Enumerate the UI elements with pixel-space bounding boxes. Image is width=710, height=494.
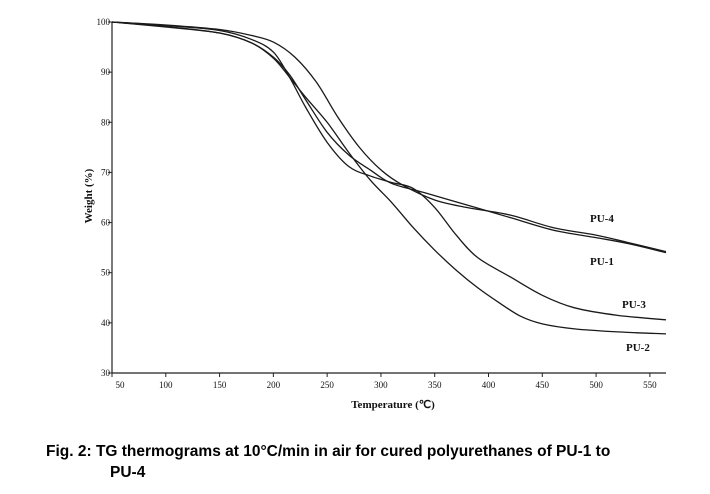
x-tick-label: 350 bbox=[428, 380, 442, 390]
series-labels: PU-1 PU-2 PU-3 PU-4 bbox=[590, 213, 650, 354]
x-tick-label: 450 bbox=[536, 380, 550, 390]
y-tick-label: 80 bbox=[101, 117, 111, 127]
series-line-pu-4 bbox=[111, 21, 667, 253]
y-ticks: 30 40 50 60 70 80 90 100 bbox=[97, 17, 112, 378]
x-tick-label: 50 bbox=[116, 380, 126, 390]
x-tick-label: 300 bbox=[374, 380, 388, 390]
x-tick-label: 250 bbox=[320, 380, 334, 390]
x-tick-label: 500 bbox=[589, 380, 603, 390]
caption-line-1: Fig. 2: TG thermograms at 10°C/min in ai… bbox=[46, 443, 611, 460]
y-tick-label: 100 bbox=[97, 17, 111, 27]
plot-area: 50 100 150 200 250 300 350 400 450 500 550 30 40 50 6… bbox=[97, 17, 667, 390]
series-label-pu-4: PU-4 bbox=[590, 213, 614, 225]
y-tick-label: 40 bbox=[101, 318, 111, 328]
series-line-pu-2 bbox=[111, 21, 667, 335]
x-tick-label: 200 bbox=[267, 380, 281, 390]
series-label-pu-1: PU-1 bbox=[590, 256, 614, 268]
y-tick-label: 60 bbox=[101, 218, 111, 228]
series-line-pu-3 bbox=[111, 21, 667, 321]
x-axis-title: Temperature (℃) bbox=[351, 399, 435, 411]
series-lines bbox=[111, 21, 667, 335]
y-axis-title: Weight (%) bbox=[83, 168, 95, 223]
y-tick-label: 30 bbox=[101, 368, 111, 378]
x-tick-label: 550 bbox=[643, 380, 657, 390]
x-ticks: 50 100 150 200 250 300 350 400 450 500 550 bbox=[111, 373, 657, 390]
x-tick-label: 400 bbox=[482, 380, 496, 390]
x-tick-label: 150 bbox=[213, 380, 227, 390]
x-tick-label: 100 bbox=[159, 380, 173, 390]
y-tick-label: 50 bbox=[101, 268, 111, 278]
series-label-pu-3: PU-3 bbox=[622, 299, 646, 311]
series-label-pu-2: PU-2 bbox=[626, 342, 650, 354]
figure-caption: Fig. 2: TG thermograms at 10°C/min in ai… bbox=[46, 441, 696, 483]
series-line-pu-1 bbox=[111, 21, 667, 254]
y-tick-label: 70 bbox=[101, 167, 111, 177]
y-tick-label: 90 bbox=[101, 67, 111, 77]
caption-line-2: PU-4 bbox=[110, 464, 146, 481]
